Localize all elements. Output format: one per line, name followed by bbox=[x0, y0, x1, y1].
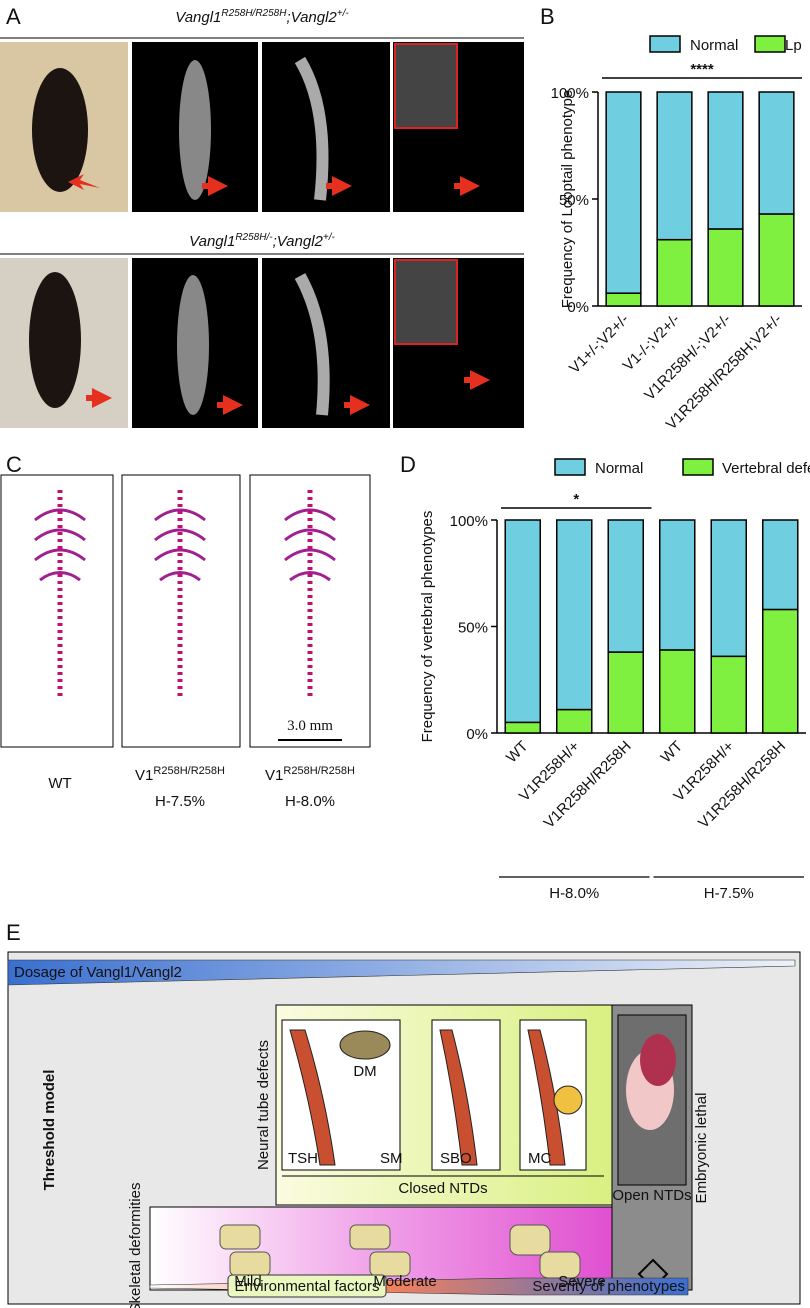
genotype: V1 bbox=[135, 767, 153, 784]
mouse-images bbox=[0, 42, 524, 428]
y-tick-label: 50% bbox=[458, 620, 488, 637]
bar-segment bbox=[555, 708, 593, 734]
legend-swatch bbox=[649, 35, 681, 53]
genotype-title: Vangl1R258H/-;Vangl2+/- bbox=[189, 232, 335, 250]
allele: R258H/- bbox=[235, 232, 273, 243]
bar-segment bbox=[710, 519, 748, 658]
bar-segment bbox=[504, 721, 542, 734]
caption: H-8.0% bbox=[285, 793, 335, 810]
bar-segment bbox=[658, 649, 696, 734]
panel-a-title: Vangl1R258H/R258H;Vangl2+/- Vangl1R258H/… bbox=[0, 8, 524, 255]
legend-label: Normal bbox=[690, 37, 738, 54]
group-label: H-8.0% bbox=[549, 885, 599, 902]
ntd-title: Neural tube defects bbox=[255, 1040, 272, 1170]
x-tick-label: V1+/-;V2+/- bbox=[566, 311, 632, 377]
bar-segment bbox=[707, 228, 744, 307]
gene: ;Vangl2 bbox=[286, 9, 337, 26]
gene: Vangl1 bbox=[175, 9, 221, 26]
open-ntd-label: Open NTDs bbox=[612, 1187, 691, 1204]
caption: H-7.5% bbox=[155, 793, 205, 810]
threshold-model bbox=[7, 951, 801, 1305]
panel-label: C bbox=[6, 452, 22, 477]
bar-segment bbox=[758, 91, 795, 215]
environment-label: Environmental factors bbox=[234, 1278, 379, 1295]
bar-segment bbox=[710, 655, 748, 734]
y-tick-label: 100% bbox=[551, 85, 589, 102]
severity-level: Moderate bbox=[373, 1273, 436, 1290]
lethal-label: Embryonic lethal bbox=[693, 1093, 710, 1204]
panel-label: E bbox=[6, 920, 21, 945]
bar-segment bbox=[656, 238, 693, 307]
x-tick-label: WT bbox=[503, 738, 532, 767]
legend-label: Lp bbox=[785, 37, 802, 54]
caption: WT bbox=[48, 775, 71, 792]
x-tick-label: WT bbox=[658, 738, 687, 767]
legend-label: Vertebral defects bbox=[722, 460, 810, 477]
legend-label: Normal bbox=[595, 460, 643, 477]
gene: Vangl1 bbox=[189, 233, 235, 250]
bar-segment bbox=[658, 519, 696, 651]
x-tick-label: V1R258H/R258H bbox=[541, 738, 635, 832]
significance-label: * bbox=[573, 491, 579, 508]
ntd-label: SBO bbox=[440, 1150, 472, 1167]
y-tick-label: 0% bbox=[567, 299, 589, 316]
skeletal-title: Skeletal deformities bbox=[127, 1183, 144, 1308]
model-labels: Dosage of Vangl1/Vangl2 Threshold model … bbox=[14, 964, 710, 1308]
y-tick-label: 50% bbox=[559, 192, 589, 209]
genotype-title: Vangl1R258H/R258H;Vangl2+/- bbox=[175, 8, 349, 26]
bar-segment bbox=[761, 519, 799, 611]
allele: +/- bbox=[337, 8, 350, 19]
x-tick-label: V1R258H/-;V2+/- bbox=[641, 311, 734, 404]
bar-segment bbox=[555, 519, 593, 711]
y-tick-label: 0% bbox=[466, 726, 488, 743]
bar-segment bbox=[607, 519, 645, 653]
gene: ;Vangl2 bbox=[273, 233, 324, 250]
bar-segment bbox=[605, 292, 642, 307]
panel-label: B bbox=[540, 4, 555, 29]
genotype: V1 bbox=[265, 767, 283, 784]
legend-swatch bbox=[554, 458, 586, 476]
ntd-label: MC bbox=[528, 1150, 551, 1167]
bar-segment bbox=[607, 651, 645, 734]
skeleton-images bbox=[0, 474, 371, 748]
significance-label: **** bbox=[690, 61, 714, 78]
bar-segment bbox=[656, 91, 693, 241]
severity-level: Severe bbox=[558, 1273, 606, 1290]
caption: V1R258H/R258H bbox=[265, 765, 355, 784]
dosage-label: Dosage of Vangl1/Vangl2 bbox=[14, 964, 182, 981]
bar-segment bbox=[707, 91, 744, 230]
legend-swatch bbox=[682, 458, 714, 476]
allele: +/- bbox=[323, 232, 336, 243]
panel-label: A bbox=[6, 4, 21, 29]
allele: R258H/R258H bbox=[283, 765, 355, 777]
bar-segment bbox=[758, 213, 795, 307]
y-axis-title: Frequency of Looptail phenotype bbox=[559, 90, 576, 309]
allele: R258H/R258H bbox=[221, 8, 287, 19]
bar-segment bbox=[761, 608, 799, 734]
severity-label: Severity of phenotypes bbox=[532, 1278, 685, 1295]
scale-bar-label: 3.0 mm bbox=[287, 718, 333, 734]
allele: R258H/R258H bbox=[153, 765, 225, 777]
bar-segment bbox=[504, 519, 542, 724]
caption: V1R258H/R258H bbox=[135, 765, 225, 784]
ntd-label: SM bbox=[380, 1150, 403, 1167]
group-label: H-7.5% bbox=[704, 885, 754, 902]
closed-ntd-label: Closed NTDs bbox=[398, 1180, 487, 1197]
bar-segment bbox=[605, 91, 642, 294]
legend-swatch bbox=[754, 35, 786, 53]
y-axis-title: Frequency of vertebral phenotypes bbox=[419, 511, 436, 743]
panel-label: D bbox=[400, 452, 416, 477]
ntd-label: TSH bbox=[288, 1150, 318, 1167]
x-tick-label: V1R258H/R258H bbox=[695, 738, 789, 832]
model-title: Threshold model bbox=[41, 1070, 58, 1191]
severity-level: Mild bbox=[234, 1273, 262, 1290]
ntd-label: DM bbox=[353, 1063, 376, 1080]
y-tick-label: 100% bbox=[450, 513, 488, 530]
